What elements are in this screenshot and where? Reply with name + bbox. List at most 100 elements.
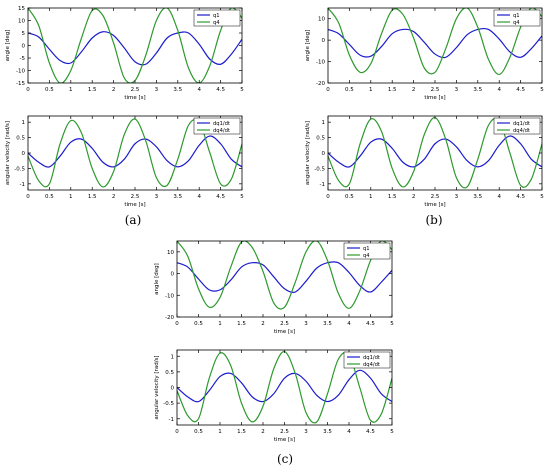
legend-label: dq4/dt: [363, 362, 380, 368]
x-axis-label: time [s]: [124, 202, 145, 208]
x-tick-label: 0: [326, 87, 330, 93]
legend-label: q4: [213, 20, 220, 26]
x-tick-label: 2: [112, 194, 116, 200]
x-tick-label: 2.5: [131, 87, 140, 93]
x-tick-label: 4.5: [216, 87, 225, 93]
series-line-q4: [177, 241, 392, 310]
x-tick-label: 3: [455, 194, 459, 200]
x-tick-label: 2: [412, 194, 416, 200]
x-tick-label: 4: [197, 194, 201, 200]
legend-label: dq1/dt: [213, 121, 230, 127]
x-tick-label: 3.5: [323, 429, 332, 435]
y-tick-label: 1: [22, 120, 26, 126]
x-tick-label: 3.5: [473, 87, 482, 93]
x-tick-label: 2: [261, 321, 265, 327]
panel-label-b: (b): [425, 213, 443, 227]
chart-c-velocity: 0 0.5 1 1.5 2 2.5 3 3.5 4 4.5 5 -1 -0.5 0 0.5 1 time [s]…: [154, 349, 394, 443]
y-axis-label: angle [deg]: [305, 30, 311, 62]
x-tick-label: 0.5: [45, 87, 54, 93]
x-tick-label: 0: [26, 87, 30, 93]
chart-a-velocity: 0 0.5 1 1.5 2 2.5 3 3.5 4 4.5 5 -1 -0.5 0 0.5 1 time [s]…: [5, 115, 244, 208]
x-tick-label: 0.5: [345, 87, 354, 93]
x-tick-label: 0.5: [345, 194, 354, 200]
x-tick-label: 1: [218, 429, 222, 435]
legend-label: q4: [513, 20, 520, 26]
y-tick-label: -1: [320, 182, 325, 188]
y-tick-label: -10: [316, 60, 325, 66]
x-tick-label: 2: [412, 87, 416, 93]
x-tick-label: 0: [26, 194, 30, 200]
x-tick-label: 3: [304, 321, 308, 327]
y-tick-label: -1: [169, 417, 174, 423]
x-axis-label: time [s]: [274, 329, 295, 335]
x-tick-label: 0.5: [194, 321, 203, 327]
x-tick-label: 1.5: [88, 87, 97, 93]
x-tick-label: 2: [112, 87, 116, 93]
x-tick-label: 4.5: [516, 87, 525, 93]
x-tick-label: 1: [369, 194, 373, 200]
panel-label-a: (a): [124, 213, 142, 227]
y-tick-label: -5: [20, 56, 26, 62]
y-tick-label: 0: [171, 272, 175, 278]
legend-label: dq4/dt: [213, 128, 230, 134]
x-tick-label: 2.5: [280, 429, 289, 435]
chart-b-velocity: 0 0.5 1 1.5 2 2.5 3 3.5 4 4.5 5 -1 -0.5 0 0.5 1 time [s]…: [305, 115, 544, 208]
x-tick-label: 0: [326, 194, 330, 200]
x-tick-label: 4.5: [366, 429, 375, 435]
x-tick-label: 0: [175, 321, 179, 327]
x-tick-label: 1: [218, 321, 222, 327]
series-line-dq1dt: [328, 135, 542, 168]
y-tick-label: 1: [322, 120, 326, 126]
x-tick-label: 3: [455, 87, 459, 93]
y-tick-label: -20: [165, 315, 174, 321]
series-line-dq4dt: [28, 118, 242, 188]
y-tick-label: 0.5: [316, 136, 325, 142]
x-tick-label: 3: [304, 429, 308, 435]
legend-label: dq1/dt: [363, 355, 380, 361]
y-tick-label: 0: [322, 151, 326, 157]
x-axis-label: time [s]: [124, 95, 145, 101]
y-tick-label: 0.5: [165, 370, 174, 376]
series-line-q1: [177, 261, 392, 294]
x-tick-label: 1: [69, 87, 73, 93]
x-tick-label: 1.5: [388, 194, 397, 200]
y-tick-label: 0: [22, 44, 26, 50]
chart-b-angle: 0 0.5 1 1.5 2 2.5 3 3.5 4 4.5 5 -20 -10 0 10 time [s] an…: [305, 7, 544, 101]
x-axis-label: time [s]: [424, 202, 445, 208]
legend-label: q1: [513, 13, 520, 19]
x-tick-label: 4: [497, 194, 501, 200]
x-tick-label: 0.5: [45, 194, 54, 200]
x-tick-label: 2.5: [431, 194, 440, 200]
y-axis-label: angular velocity [rad/s]: [305, 121, 311, 185]
x-tick-label: 3: [155, 87, 159, 93]
x-tick-label: 1.5: [88, 194, 97, 200]
legend-label: dq4/dt: [513, 128, 530, 134]
x-tick-label: 5: [390, 321, 394, 327]
y-axis-label: angle [deg]: [154, 263, 160, 295]
y-tick-label: -0.5: [14, 166, 25, 172]
x-tick-label: 2.5: [431, 87, 440, 93]
x-tick-label: 1.5: [237, 321, 246, 327]
y-tick-label: -20: [316, 81, 325, 87]
series-line-dq1dt: [177, 369, 392, 403]
x-tick-label: 2.5: [280, 321, 289, 327]
y-tick-label: 5: [22, 31, 26, 37]
y-tick-label: -15: [16, 81, 25, 87]
x-tick-label: 3.5: [473, 194, 482, 200]
x-tick-label: 4.5: [516, 194, 525, 200]
y-axis-label: angular velocity [rad/s]: [154, 355, 160, 419]
series-line-q4: [328, 8, 542, 76]
x-tick-label: 4: [347, 429, 351, 435]
x-tick-label: 0.5: [194, 429, 203, 435]
x-tick-label: 3.5: [323, 321, 332, 327]
chart-c-angle: 0 0.5 1 1.5 2 2.5 3 3.5 4 4.5 5 -20 -10 0 10 time [s] an…: [154, 240, 394, 335]
x-tick-label: 2.5: [131, 194, 140, 200]
